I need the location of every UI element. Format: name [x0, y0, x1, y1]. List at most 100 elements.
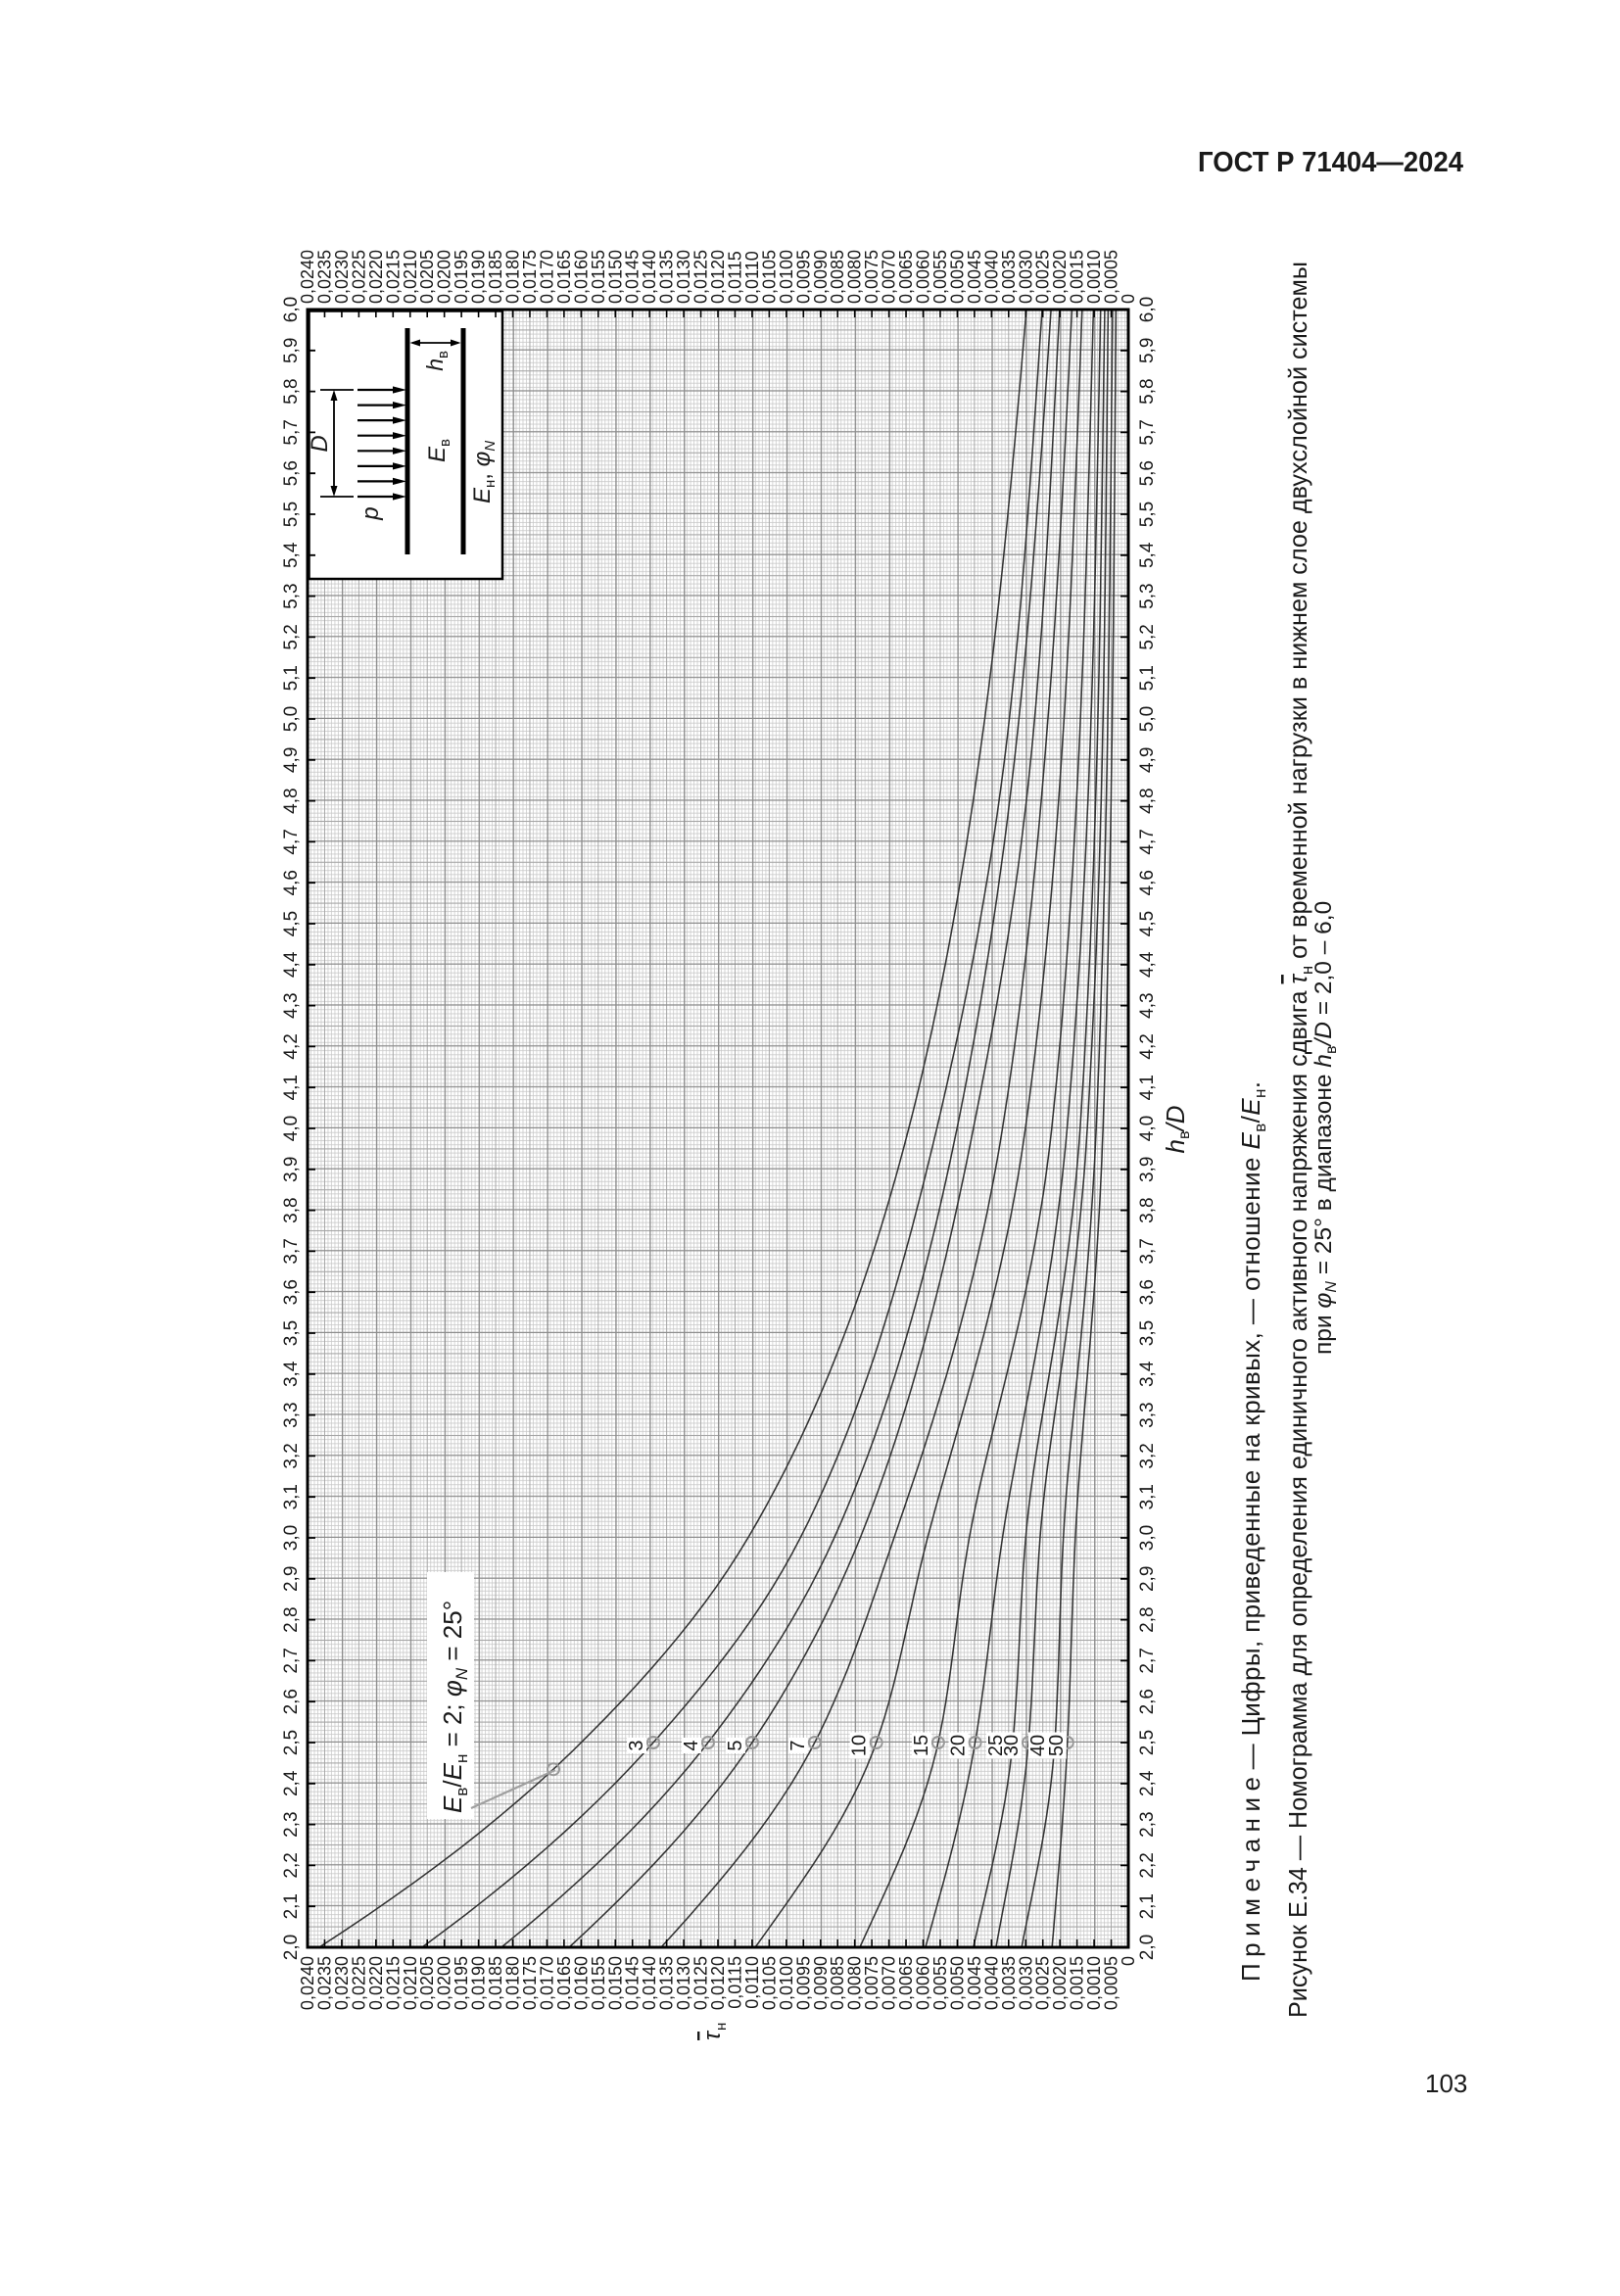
svg-text:0,0200: 0,0200	[435, 1956, 454, 2010]
svg-text:3,8: 3,8	[281, 1197, 302, 1222]
svg-text:5,9: 5,9	[1137, 338, 1158, 363]
svg-text:0,0110: 0,0110	[742, 251, 762, 304]
svg-text:0,0015: 0,0015	[1068, 250, 1087, 304]
svg-text:5,4: 5,4	[1137, 542, 1158, 568]
svg-text:4,5: 4,5	[1137, 911, 1158, 936]
svg-text:0,0025: 0,0025	[1033, 250, 1053, 304]
svg-text:0,0145: 0,0145	[623, 1956, 643, 2010]
svg-text:5,0: 5,0	[281, 706, 302, 732]
svg-text:0,0135: 0,0135	[657, 250, 677, 304]
svg-text:5,2: 5,2	[1137, 624, 1158, 649]
svg-text:0,0130: 0,0130	[674, 250, 693, 304]
svg-text:4: 4	[681, 1740, 702, 1750]
svg-text:0,0170: 0,0170	[537, 250, 556, 304]
svg-text:0,0085: 0,0085	[828, 250, 847, 304]
svg-text:103: 103	[1425, 2069, 1467, 2098]
svg-text:5,4: 5,4	[281, 542, 302, 568]
svg-text:4,1: 4,1	[281, 1075, 302, 1100]
svg-text:40: 40	[1027, 1735, 1049, 1756]
svg-text:25: 25	[985, 1735, 1007, 1756]
svg-text:hв/D: hв/D	[1161, 1106, 1193, 1154]
svg-text:0,0110: 0,0110	[742, 1956, 762, 2009]
svg-text:0,0005: 0,0005	[1102, 250, 1121, 304]
svg-text:5,6: 5,6	[1137, 460, 1158, 486]
svg-text:ГОСТ Р 71404—2024: ГОСТ Р 71404—2024	[1198, 147, 1463, 178]
svg-text:0,0210: 0,0210	[401, 250, 420, 304]
svg-text:0,0020: 0,0020	[1050, 1956, 1070, 2010]
svg-text:5,5: 5,5	[281, 502, 302, 527]
svg-text:0,0135: 0,0135	[657, 1956, 677, 2010]
svg-text:0,0165: 0,0165	[554, 1956, 574, 2010]
svg-text:0,0190: 0,0190	[469, 1956, 489, 2010]
svg-text:0,0180: 0,0180	[503, 1956, 523, 2010]
svg-text:4,9: 4,9	[281, 747, 302, 773]
svg-text:6,0: 6,0	[1137, 297, 1158, 322]
svg-text:0: 0	[1119, 1956, 1138, 1966]
svg-text:7: 7	[787, 1740, 809, 1750]
svg-text:0,0180: 0,0180	[503, 250, 523, 304]
svg-text:4,2: 4,2	[1137, 1033, 1158, 1059]
svg-text:0,0175: 0,0175	[520, 1956, 540, 2010]
svg-text:0,0240: 0,0240	[298, 250, 317, 304]
svg-text:5,3: 5,3	[1137, 583, 1158, 608]
svg-text:0,0105: 0,0105	[759, 1956, 779, 2010]
svg-text:0,0160: 0,0160	[571, 250, 591, 304]
svg-text:0,0090: 0,0090	[811, 1956, 831, 2010]
svg-text:0,0220: 0,0220	[366, 1956, 386, 2010]
svg-text:0,0230: 0,0230	[332, 1956, 352, 2010]
svg-text:3,3: 3,3	[281, 1402, 302, 1427]
svg-text:0,0200: 0,0200	[435, 250, 454, 304]
svg-text:н: н	[713, 2023, 730, 2031]
svg-text:5,8: 5,8	[281, 378, 302, 404]
svg-text:0,0035: 0,0035	[999, 250, 1019, 304]
svg-text:0,0040: 0,0040	[981, 250, 1001, 304]
svg-text:0,0065: 0,0065	[896, 1956, 916, 2010]
svg-text:0,0165: 0,0165	[554, 250, 574, 304]
svg-text:0,0055: 0,0055	[930, 250, 950, 304]
svg-text:0,0120: 0,0120	[708, 1956, 728, 2010]
svg-text:0,0045: 0,0045	[965, 250, 984, 304]
svg-text:0,0070: 0,0070	[880, 1956, 899, 2010]
svg-text:3,6: 3,6	[1137, 1279, 1158, 1305]
svg-text:20: 20	[948, 1735, 970, 1756]
svg-text:3,2: 3,2	[1137, 1443, 1158, 1468]
svg-text:p: p	[357, 506, 384, 520]
svg-text:4,7: 4,7	[1137, 829, 1158, 854]
svg-text:0,0060: 0,0060	[914, 1956, 933, 2010]
svg-text:5,1: 5,1	[1137, 665, 1158, 691]
svg-text:2,5: 2,5	[281, 1730, 302, 1755]
svg-text:2,7: 2,7	[281, 1648, 302, 1673]
svg-text:0,0030: 0,0030	[1016, 250, 1035, 304]
svg-text:0,0235: 0,0235	[314, 1956, 334, 2010]
svg-text:3,4: 3,4	[1137, 1361, 1158, 1387]
svg-text:2,5: 2,5	[1137, 1730, 1158, 1755]
svg-text:2,0: 2,0	[281, 1935, 302, 1960]
svg-text:0,0115: 0,0115	[725, 251, 744, 304]
svg-text:5,6: 5,6	[281, 460, 302, 486]
svg-text:0,0145: 0,0145	[623, 250, 643, 304]
svg-text:2,6: 2,6	[281, 1689, 302, 1714]
svg-text:4,0: 4,0	[1137, 1116, 1158, 1141]
svg-text:0,0115: 0,0115	[725, 1956, 744, 2009]
svg-text:0,0120: 0,0120	[708, 250, 728, 304]
svg-text:Eн, φN: Eн, φN	[469, 441, 499, 503]
svg-text:5,5: 5,5	[1137, 502, 1158, 527]
svg-text:2,9: 2,9	[281, 1566, 302, 1592]
svg-text:0,0240: 0,0240	[298, 1956, 317, 2010]
svg-text:0,0010: 0,0010	[1084, 250, 1104, 304]
svg-text:4,0: 4,0	[281, 1116, 302, 1141]
svg-text:5,3: 5,3	[281, 583, 302, 608]
svg-text:10: 10	[849, 1735, 871, 1756]
svg-text:0,0010: 0,0010	[1084, 1956, 1104, 2010]
svg-text:3,5: 3,5	[281, 1320, 302, 1346]
svg-text:5,7: 5,7	[1137, 419, 1158, 445]
svg-text:3: 3	[626, 1740, 647, 1750]
svg-text:2,4: 2,4	[1137, 1770, 1158, 1796]
svg-text:0,0050: 0,0050	[947, 1956, 967, 2010]
svg-text:3,2: 3,2	[281, 1443, 302, 1468]
svg-text:4,6: 4,6	[281, 870, 302, 895]
svg-text:4,9: 4,9	[1137, 747, 1158, 773]
svg-text:5,8: 5,8	[1137, 378, 1158, 404]
svg-text:2,1: 2,1	[281, 1893, 302, 1919]
svg-text:3,6: 3,6	[281, 1279, 302, 1305]
